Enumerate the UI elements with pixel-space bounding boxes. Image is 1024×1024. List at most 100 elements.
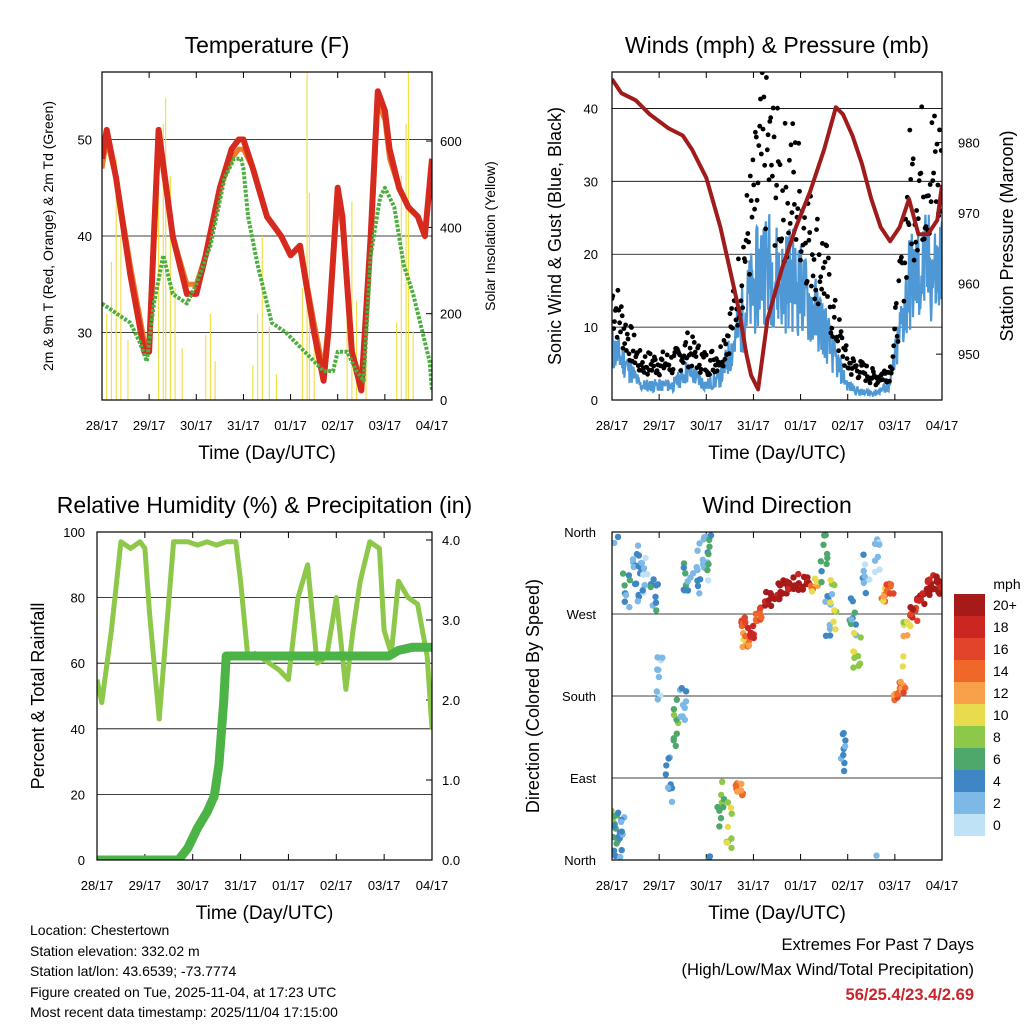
chart-1-gust-point [765, 132, 771, 138]
chart-1-gust-point [916, 178, 922, 184]
chart-1-gust-point [755, 180, 761, 186]
chart-1-xlabel: Time (Day/UTC) [708, 443, 846, 464]
chart-3-direction-point [633, 551, 641, 558]
chart-3-direction-point [900, 632, 907, 640]
chart-3-direction-point [723, 839, 731, 846]
chart-3-direction-point [642, 554, 649, 562]
chart-1-gust-point [740, 305, 746, 311]
chart-3-direction-point [678, 685, 685, 692]
chart-2-series-precip [97, 642, 432, 860]
chart-3-legend-swatch [954, 682, 985, 704]
chart-1-gust-point [838, 329, 844, 334]
chart-3-direction-point [625, 572, 633, 579]
chart-3-direction-point [655, 666, 662, 674]
chart-3-direction-point [670, 735, 677, 742]
chart-3-direction-point [644, 571, 651, 578]
chart-3-legend-title: mph [993, 576, 1020, 592]
chart-1-gust-point [616, 307, 622, 313]
chart-3-direction-point [900, 653, 907, 660]
chart-3-direction-point [818, 568, 825, 575]
chart-3-direction-point [724, 823, 732, 831]
chart-1-gust-point [813, 287, 819, 293]
chart-1-gust-point [772, 243, 778, 248]
chart-1-gust-point [798, 249, 804, 255]
chart-3-direction-point [860, 579, 867, 587]
chart-3-legend-label: 20+ [993, 597, 1017, 613]
chart-1-gust-point [829, 325, 835, 331]
chart-1-gust-point [828, 330, 834, 336]
chart-3-direction-point [886, 590, 894, 597]
chart-3-direction-point [629, 556, 637, 563]
chart-3-legend-swatch [954, 594, 985, 616]
chart-3-ytick-label: North [564, 525, 596, 540]
chart-1-gust-point [727, 311, 733, 317]
chart-1-gust-point [725, 333, 731, 339]
chart-1-gust-point [612, 326, 617, 331]
chart-1-gust-point [787, 221, 793, 226]
chart-1-gust-point [848, 372, 854, 377]
chart-3-legend-swatch [954, 770, 985, 792]
chart-2-y2tick-label: 0.0 [442, 853, 460, 868]
chart-3-direction-point [850, 664, 857, 671]
chart-2-series-rh [97, 539, 432, 729]
chart-3-direction-point [694, 547, 701, 554]
chart-1-series-pressure [612, 77, 942, 392]
chart-1-gust-point [632, 360, 638, 366]
chart-1-gust-point [761, 94, 767, 100]
chart-1-gust-point [760, 126, 766, 132]
chart-3-direction-point [639, 587, 646, 594]
chart-3-direction-point [664, 784, 672, 791]
chart-3-legend-swatch [954, 660, 985, 682]
chart-1-gust-point [892, 326, 897, 332]
chart-1-gust-point [802, 215, 807, 221]
chart-3-direction-point [653, 607, 660, 614]
chart-1-gust-point [657, 372, 662, 378]
chart-3-direction-point [907, 611, 914, 618]
chart-3-title: Wind Direction [702, 492, 852, 518]
chart-3-ylabel: Direction (Colored By Speed) [523, 579, 543, 813]
chart-3-direction-point [653, 688, 660, 695]
chart-3-legend-swatch [954, 726, 985, 748]
chart-3-direction-point [727, 804, 735, 811]
chart-1-gust-point [887, 378, 892, 384]
chart-1-gust-point [938, 148, 942, 153]
chart-2-ytick-label: 20 [71, 787, 85, 802]
chart-3-direction-point [744, 624, 752, 632]
chart-2-frame [96, 531, 433, 861]
chart-1-gust-point [738, 298, 744, 304]
chart-2-ytick-label: 80 [71, 591, 85, 606]
chart-1-gust-point [652, 357, 658, 363]
chart-3-direction-point [615, 809, 622, 816]
chart-3-direction-point [862, 589, 869, 597]
chart-1-gust-point [832, 297, 838, 303]
chart-1-gust-point [647, 351, 653, 357]
chart-3-legend-label: 10 [993, 707, 1009, 723]
chart-1-gust-point [932, 113, 937, 119]
chart-1-gust-point [911, 257, 917, 263]
chart-3-direction-point [860, 551, 867, 558]
chart-3-direction-point [707, 532, 715, 539]
chart-1-gust-point [617, 320, 622, 326]
chart-2-xtick-label: 29/17 [129, 878, 162, 893]
chart-1-gust-point [806, 237, 812, 243]
chart-3-direction-point [716, 823, 723, 830]
chart-3-direction-point [670, 706, 678, 713]
chart-1-gust-point [683, 340, 689, 345]
chart-1-gust-point [798, 257, 803, 263]
chart-1-gust-point [726, 351, 732, 357]
chart-1-gust-point [915, 216, 921, 222]
chart-1-y2tick-label: 970 [958, 206, 980, 221]
chart-0-xtick-label: 02/17 [321, 418, 354, 433]
chart-1-gust-point [815, 301, 821, 307]
chart-3-direction-point [618, 846, 625, 854]
chart-1-gust-point [826, 272, 832, 277]
chart-3-direction-point [763, 588, 770, 596]
chart-3-legend-swatch [954, 616, 985, 638]
chart-3-legend-label: 14 [993, 663, 1009, 679]
chart-3-direction-point [758, 614, 765, 621]
chart-1-gust-point [937, 127, 942, 133]
chart-1-gust-point [817, 279, 823, 285]
chart-3-direction-point [914, 617, 921, 624]
chart-1-ytick-label: 30 [584, 174, 598, 189]
chart-3-xtick-label: 31/17 [737, 878, 770, 893]
